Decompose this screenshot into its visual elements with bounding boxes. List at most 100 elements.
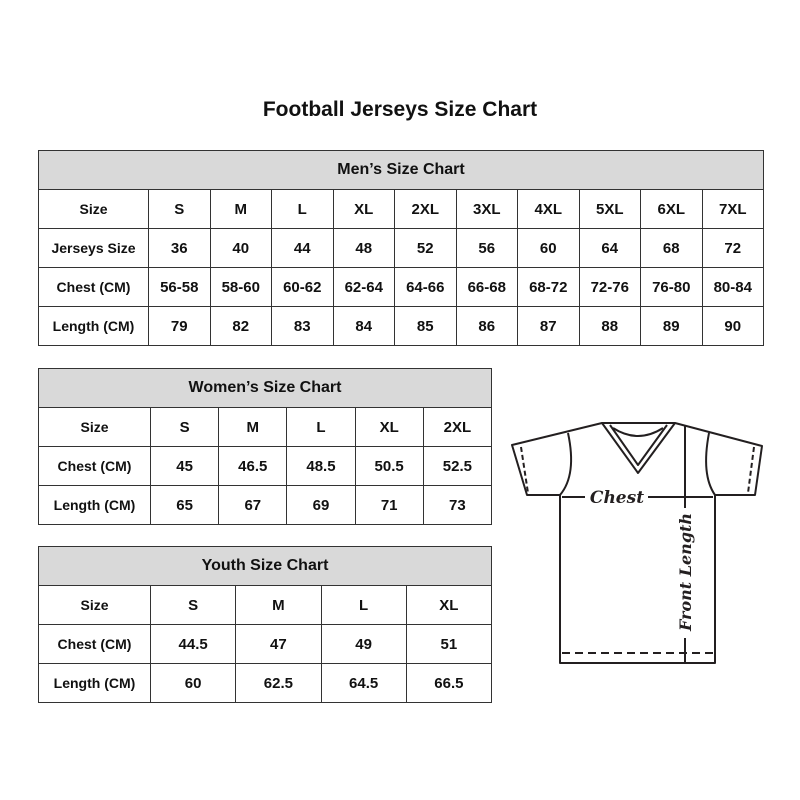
right-armhole [705, 432, 716, 496]
table-cell: 62.5 [235, 663, 322, 703]
table-cell: 36 [148, 228, 211, 268]
mens-size-table: Men’s Size Chart Size S M L XL 2XL 3XL 4XL 5XL 6X… [38, 150, 764, 346]
table-cell: 90 [701, 306, 764, 346]
collar-inner [609, 424, 668, 466]
table-cell: XL [332, 189, 395, 229]
table-cell: 69 [286, 485, 356, 525]
table-cell: S [149, 407, 220, 447]
row-label: Length (CM) [38, 485, 151, 525]
table-cell: 45 [149, 446, 220, 486]
table-row: Chest (CM) 56-58 58-60 60-62 62-64 64-66 66-68… [38, 267, 764, 307]
table-cell: 66.5 [405, 663, 493, 703]
table-cell: 71 [354, 485, 424, 525]
row-label: Jerseys Size [38, 228, 149, 268]
table-cell: L [320, 585, 407, 625]
table-cell: 50.5 [354, 446, 424, 486]
table-cell: 64-66 [394, 267, 457, 307]
table-row: Size S M L XL [38, 585, 493, 625]
table-cell: 87 [517, 306, 580, 346]
table-cell: 51 [405, 624, 493, 664]
table-cell: 64 [578, 228, 641, 268]
table-cell: 40 [209, 228, 272, 268]
row-label: Chest (CM) [38, 624, 151, 664]
collar-back [612, 427, 664, 437]
table-cell: 82 [209, 306, 272, 346]
table-cell: 84 [332, 306, 395, 346]
table-cell: XL [354, 407, 424, 447]
table-cell: M [209, 189, 272, 229]
row-label: Size [38, 407, 151, 447]
table-cell: 52.5 [422, 446, 493, 486]
table-row: Length (CM) 65 67 69 71 73 [38, 485, 493, 525]
table-cell: 83 [271, 306, 334, 346]
table-row: Length (CM) 60 62.5 64.5 66.5 [38, 663, 493, 703]
jersey-diagram: Chest Front Length [511, 422, 763, 664]
page-title: Football Jerseys Size Chart [262, 98, 538, 121]
jersey-outline [511, 422, 763, 664]
womens-table-heading: Women’s Size Chart [38, 368, 492, 408]
table-cell: 60 [149, 663, 237, 703]
table-cell: 76-80 [640, 267, 703, 307]
table-cell: 72-76 [578, 267, 641, 307]
youth-size-table: Youth Size Chart Size S M L XL Chest (CM) 44.5… [38, 546, 493, 703]
row-label: Size [38, 585, 151, 625]
table-row: Chest (CM) 45 46.5 48.5 50.5 52.5 [38, 446, 493, 486]
table-cell: 85 [394, 306, 457, 346]
table-row: Size S M L XL 2XL [38, 407, 493, 447]
row-label: Size [38, 189, 149, 229]
table-cell: S [148, 189, 211, 229]
table-cell: 4XL [517, 189, 580, 229]
table-cell: 5XL [578, 189, 641, 229]
table-cell: 60 [517, 228, 580, 268]
table-cell: 67 [218, 485, 288, 525]
table-cell: 58-60 [209, 267, 272, 307]
youth-table-heading: Youth Size Chart [38, 546, 492, 586]
row-label: Chest (CM) [38, 267, 149, 307]
table-cell: L [286, 407, 356, 447]
table-cell: 6XL [640, 189, 703, 229]
womens-size-table: Women’s Size Chart Size S M L XL 2XL Chest (CM… [38, 368, 493, 525]
table-cell: 60-62 [271, 267, 334, 307]
table-cell: 65 [149, 485, 220, 525]
front-length-label: Front Length [676, 513, 695, 632]
table-cell: 2XL [394, 189, 457, 229]
table-cell: 68-72 [517, 267, 580, 307]
table-cell: 80-84 [701, 267, 764, 307]
table-cell: 56 [455, 228, 518, 268]
table-cell: 79 [148, 306, 211, 346]
table-cell: 47 [235, 624, 322, 664]
row-label: Length (CM) [38, 663, 151, 703]
table-cell: 56-58 [148, 267, 211, 307]
table-cell: 48.5 [286, 446, 356, 486]
table-cell: 68 [640, 228, 703, 268]
table-cell: 88 [578, 306, 641, 346]
table-cell: 73 [422, 485, 493, 525]
table-cell: 89 [640, 306, 703, 346]
table-cell: M [218, 407, 288, 447]
table-cell: 2XL [422, 407, 493, 447]
left-armhole [559, 432, 573, 496]
table-row: Size S M L XL 2XL 3XL 4XL 5XL 6XL 7XL [38, 189, 764, 229]
table-cell: 62-64 [332, 267, 395, 307]
table-cell: 44.5 [149, 624, 237, 664]
row-label: Chest (CM) [38, 446, 151, 486]
table-cell: 48 [332, 228, 395, 268]
table-cell: 44 [271, 228, 334, 268]
table-cell: 86 [455, 306, 518, 346]
table-cell: XL [405, 585, 493, 625]
table-cell: S [149, 585, 237, 625]
table-row: Jerseys Size 36 40 44 48 52 56 60 64 68 72 [38, 228, 764, 268]
table-cell: 49 [320, 624, 407, 664]
table-cell: 66-68 [455, 267, 518, 307]
table-cell: 72 [701, 228, 764, 268]
table-cell: 7XL [701, 189, 764, 229]
table-row: Chest (CM) 44.5 47 49 51 [38, 624, 493, 664]
table-cell: L [271, 189, 334, 229]
table-cell: 46.5 [218, 446, 288, 486]
chest-label: Chest [590, 488, 644, 508]
mens-table-heading: Men’s Size Chart [38, 150, 764, 190]
collar-outer [601, 422, 676, 474]
table-cell: M [235, 585, 322, 625]
table-cell: 3XL [455, 189, 518, 229]
row-label: Length (CM) [38, 306, 149, 346]
